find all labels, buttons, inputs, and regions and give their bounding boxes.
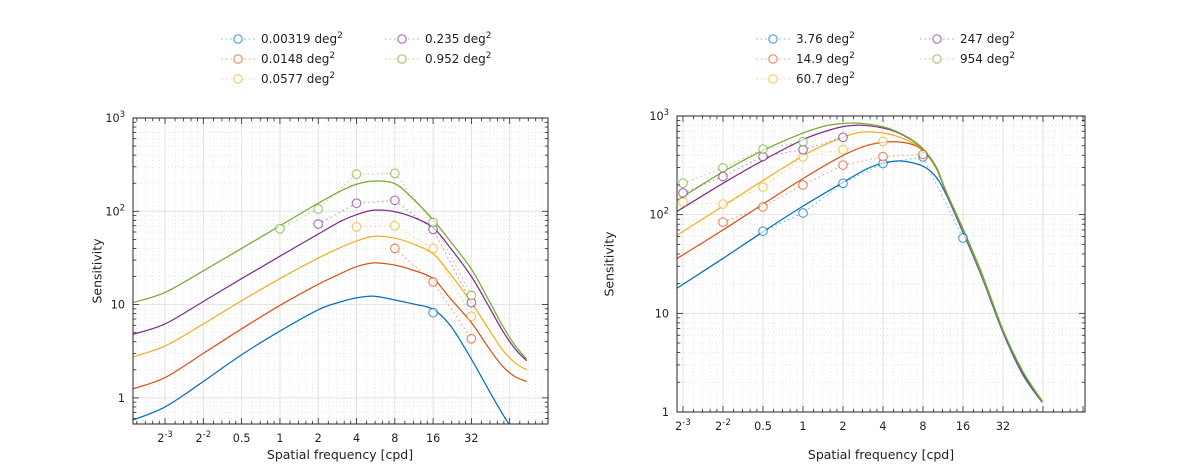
- left-y-axis-label: Sensitivity: [89, 238, 105, 304]
- legend-marker-icon: [385, 34, 419, 44]
- svg-text:4: 4: [879, 420, 886, 433]
- legend-item: 14.9 deg2: [755, 49, 919, 69]
- legend-marker-icon: [221, 34, 255, 44]
- svg-text:1: 1: [662, 406, 669, 419]
- svg-text:103: 103: [105, 110, 125, 125]
- legend-label: 0.952 deg2: [425, 51, 492, 67]
- svg-text:2-3: 2-3: [157, 430, 173, 445]
- legend-label: 0.235 deg2: [425, 31, 492, 47]
- legend-marker-icon: [385, 54, 419, 64]
- legend-marker-icon: [756, 74, 790, 84]
- right-plot: 2-3 2-2 0.5 1 2 4 8 16 32 1 10 102 103: [649, 108, 1086, 433]
- svg-text:2-2: 2-2: [196, 430, 212, 445]
- left-x-axis-label: Spatial frequency [cpd]: [266, 447, 414, 462]
- svg-text:8: 8: [391, 432, 398, 445]
- legend-column: 247 deg2 954 deg2: [919, 29, 1083, 89]
- svg-text:16: 16: [426, 432, 440, 445]
- legend-column: 3.76 deg2 14.9 deg2 60.7 deg2: [755, 29, 919, 89]
- svg-text:1: 1: [799, 420, 806, 433]
- svg-text:2: 2: [839, 420, 846, 433]
- legend-item: 0.00319 deg2: [220, 29, 384, 49]
- svg-text:10: 10: [655, 307, 669, 320]
- svg-text:0.5: 0.5: [754, 420, 772, 433]
- legend-marker-icon: [756, 54, 790, 64]
- svg-text:8: 8: [919, 420, 926, 433]
- legend-item: 0.952 deg2: [384, 49, 548, 69]
- svg-text:32: 32: [464, 432, 478, 445]
- svg-text:10: 10: [111, 299, 125, 312]
- legend-marker-icon: [221, 74, 255, 84]
- legend-item: 60.7 deg2: [755, 69, 919, 89]
- svg-text:102: 102: [105, 203, 125, 218]
- svg-text:2-2: 2-2: [715, 418, 731, 433]
- legend-item: 0.0148 deg2: [220, 49, 384, 69]
- legend-label: 0.0577 deg2: [261, 71, 336, 87]
- right-y-axis-label: Sensitivity: [601, 231, 617, 297]
- legend-marker-icon: [221, 54, 255, 64]
- right-x-axis-label: Spatial frequency [cpd]: [807, 447, 955, 462]
- svg-text:32: 32: [996, 420, 1010, 433]
- legend-marker-icon: [920, 54, 954, 64]
- svg-text:102: 102: [649, 207, 669, 222]
- svg-text:2-3: 2-3: [675, 418, 691, 433]
- legend-item: 3.76 deg2: [755, 29, 919, 49]
- svg-text:0.5: 0.5: [233, 432, 251, 445]
- legend-item: 0.0577 deg2: [220, 69, 384, 89]
- legend-label: 14.9 deg2: [796, 51, 855, 67]
- svg-text:103: 103: [649, 108, 669, 123]
- legend-item: 247 deg2: [919, 29, 1083, 49]
- left-legend: 0.00319 deg2 0.0148 deg2 0.0577 deg2 0.235 …: [220, 29, 548, 89]
- left-plot: 2-3 2-2 0.5 1 2 4 8 16 32 1 10 102 103: [105, 110, 549, 445]
- legend-label: 60.7 deg2: [796, 71, 855, 87]
- legend-column: 0.235 deg2 0.952 deg2: [384, 29, 548, 89]
- svg-text:2: 2: [315, 432, 322, 445]
- legend-label: 247 deg2: [960, 31, 1016, 47]
- legend-item: 954 deg2: [919, 49, 1083, 69]
- right-legend: 3.76 deg2 14.9 deg2 60.7 deg2 247 deg2 954 d…: [755, 29, 1083, 89]
- legend-item: 0.235 deg2: [384, 29, 548, 49]
- svg-text:16: 16: [956, 420, 970, 433]
- svg-text:1: 1: [276, 432, 283, 445]
- svg-text:4: 4: [353, 432, 360, 445]
- svg-text:1: 1: [118, 392, 125, 405]
- legend-marker-icon: [756, 34, 790, 44]
- legend-label: 0.00319 deg2: [261, 31, 343, 47]
- legend-marker-icon: [920, 34, 954, 44]
- legend-label: 0.0148 deg2: [261, 51, 336, 67]
- legend-column: 0.00319 deg2 0.0148 deg2 0.0577 deg2: [220, 29, 384, 89]
- legend-label: 954 deg2: [960, 51, 1016, 67]
- legend-label: 3.76 deg2: [796, 31, 855, 47]
